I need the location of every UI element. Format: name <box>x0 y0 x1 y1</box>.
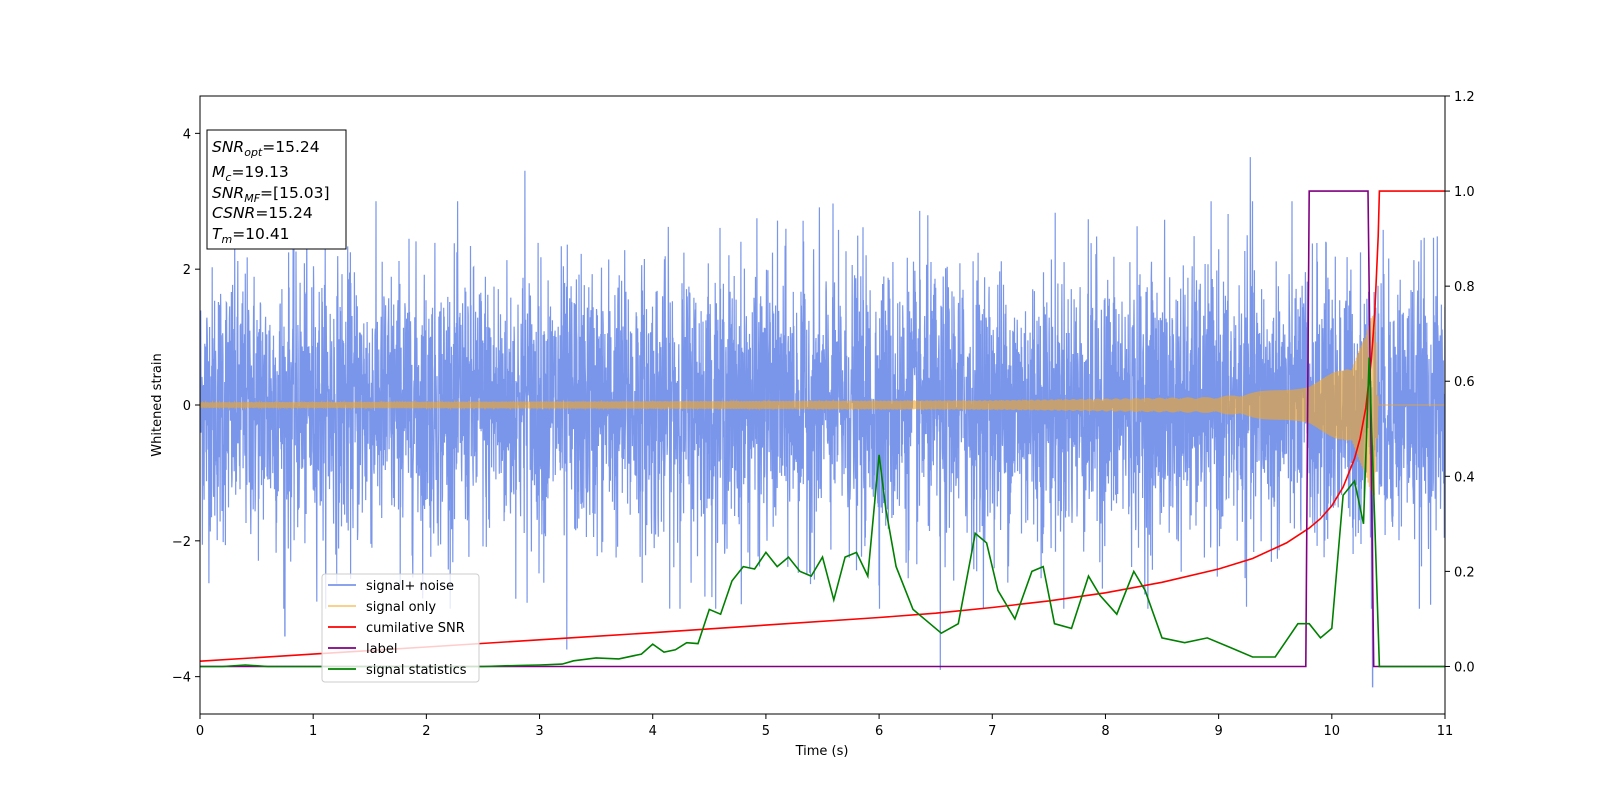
legend-label: signal only <box>366 600 436 615</box>
x-tick-label: 2 <box>422 724 430 739</box>
x-tick-label: 6 <box>875 724 883 739</box>
x-tick-label: 10 <box>1324 724 1341 739</box>
x-tick-label: 3 <box>535 724 543 739</box>
legend-label: label <box>366 642 397 657</box>
x-tick-label: 1 <box>309 724 317 739</box>
y-right-tick-label: 0.8 <box>1454 280 1475 295</box>
y-left-tick-label: 0 <box>183 399 191 414</box>
info-line: CSNR=15.24 <box>212 204 313 222</box>
legend-label: signal statistics <box>366 663 467 678</box>
y-right-tick-label: 0.2 <box>1454 565 1475 580</box>
series-signal-only <box>200 314 1445 496</box>
y-right-tick-label: 0.0 <box>1454 660 1475 675</box>
y-left-tick-label: −2 <box>172 535 191 550</box>
x-tick-label: 7 <box>988 724 996 739</box>
legend: signal+ noise signal only cumilative SNR la… <box>321 573 480 683</box>
x-tick-label: 8 <box>1101 724 1109 739</box>
y-right-tick-label: 0.4 <box>1454 470 1475 485</box>
info-line: SNRMF=[15.03] <box>212 184 330 205</box>
x-tick-label: 4 <box>649 724 657 739</box>
info-box-frame <box>206 129 347 250</box>
y-left-tick-label: 2 <box>183 263 191 278</box>
x-tick-label: 9 <box>1214 724 1222 739</box>
axes-layer: 0 1 2 3 4 5 6 7 8 9 10 11 −4 −2 0 2 4 0.0 0.2 0.4 0.6 0.8 1.0 1… <box>172 90 1475 739</box>
y-right-tick-label: 0.6 <box>1454 375 1475 390</box>
series-signal-statistics <box>200 357 1445 668</box>
info-line: Tm=10.41 <box>212 225 290 246</box>
y-left-tick-label: 4 <box>183 127 191 142</box>
y-right-tick-label: 1.2 <box>1454 90 1475 105</box>
legend-label: cumilative SNR <box>366 621 465 636</box>
y-axis-label: Whitened strain <box>150 353 165 456</box>
series-layer <box>200 157 1445 688</box>
x-tick-label: 5 <box>762 724 770 739</box>
y-left-tick-label: −4 <box>172 671 191 686</box>
y-right-tick-label: 1.0 <box>1454 185 1475 200</box>
info-line: Mc=19.13 <box>212 163 289 184</box>
info-box: SNRopt=15.24 Mc=19.13SNRMF=[15.03]CSNR=15… <box>206 129 347 250</box>
x-tick-label: 0 <box>196 724 204 739</box>
x-axis-label: Time (s) <box>795 744 849 759</box>
info-line: SNRopt=15.24 <box>212 138 320 159</box>
x-tick-label: 11 <box>1437 724 1454 739</box>
series-label <box>200 190 1445 668</box>
legend-label: signal+ noise <box>366 579 454 594</box>
legend-frame <box>321 573 480 683</box>
